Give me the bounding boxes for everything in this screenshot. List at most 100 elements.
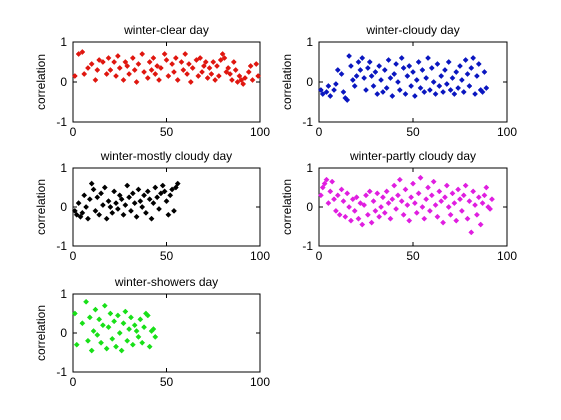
- y-tick-label: -1: [56, 239, 67, 253]
- data-point: [103, 345, 110, 352]
- data-point: [443, 182, 450, 189]
- y-tick-label: 0: [306, 200, 313, 214]
- data-point: [391, 182, 398, 189]
- data-point: [214, 63, 220, 69]
- data-point: [83, 298, 90, 305]
- data-point: [167, 192, 174, 199]
- data-point: [75, 51, 82, 57]
- data-point: [353, 194, 360, 201]
- data-point: [73, 341, 80, 348]
- data-point: [404, 202, 411, 209]
- data-point: [355, 59, 362, 65]
- data-point: [154, 194, 161, 201]
- data-point: [447, 211, 454, 218]
- data-point: [455, 186, 462, 193]
- data-point: [131, 200, 138, 207]
- data-point: [197, 55, 204, 61]
- data-point: [150, 200, 157, 207]
- data-point: [438, 73, 445, 79]
- data-point: [466, 198, 473, 205]
- data-point: [109, 209, 116, 216]
- data-point: [325, 200, 332, 207]
- data-point: [141, 69, 148, 75]
- data-point: [366, 188, 373, 195]
- data-point: [428, 192, 435, 199]
- data-point: [361, 202, 368, 209]
- y-axis-label: correlation: [280, 54, 294, 110]
- data-point: [472, 202, 478, 209]
- data-point: [96, 57, 103, 63]
- x-tick-label: 50: [160, 249, 174, 263]
- data-point: [475, 194, 482, 201]
- data-point: [481, 192, 488, 199]
- data-point: [323, 89, 330, 95]
- data-point: [118, 196, 125, 203]
- data-point: [98, 339, 105, 346]
- data-point: [94, 194, 101, 201]
- data-point: [81, 192, 88, 199]
- data-point: [411, 93, 418, 99]
- data-point: [129, 190, 136, 197]
- data-point: [249, 77, 256, 83]
- data-point: [442, 67, 448, 73]
- data-point: [85, 65, 91, 71]
- data-point: [77, 213, 84, 220]
- data-point: [154, 63, 161, 69]
- data-point: [204, 75, 211, 81]
- data-point: [434, 213, 441, 220]
- data-point: [458, 207, 465, 214]
- data-point: [468, 65, 475, 71]
- data-point: [212, 77, 219, 83]
- data-point: [423, 75, 430, 81]
- data-point: [163, 198, 170, 205]
- data-point: [381, 67, 388, 73]
- x-tick-label: 0: [316, 249, 323, 263]
- data-point: [370, 83, 377, 89]
- data-point: [340, 198, 347, 205]
- data-point: [107, 204, 114, 210]
- data-point: [402, 186, 409, 193]
- data-point: [152, 333, 159, 340]
- data-point: [99, 59, 106, 65]
- data-point: [137, 316, 144, 323]
- data-point: [423, 196, 430, 203]
- subplot-title: winter-cloudy day: [365, 23, 459, 37]
- data-point: [455, 85, 462, 91]
- axes-box: [72, 293, 261, 373]
- y-axis-label: correlation: [34, 54, 48, 110]
- data-point: [349, 77, 356, 83]
- data-point: [180, 67, 187, 73]
- data-point: [169, 186, 176, 193]
- data-point: [378, 204, 384, 210]
- data-point: [129, 341, 136, 348]
- data-point: [94, 331, 101, 338]
- data-point: [477, 221, 484, 228]
- data-point: [470, 55, 477, 61]
- data-point: [338, 71, 345, 77]
- data-point: [73, 211, 80, 218]
- y-tick-label: 1: [60, 161, 67, 175]
- data-point: [379, 194, 386, 201]
- data-point: [472, 91, 478, 97]
- data-point: [432, 202, 439, 209]
- data-point: [133, 213, 140, 220]
- data-point: [364, 65, 371, 71]
- data-point: [116, 65, 123, 71]
- data-point: [182, 51, 189, 57]
- data-point: [379, 89, 386, 95]
- data-point: [139, 339, 146, 346]
- data-point: [131, 67, 138, 73]
- data-point: [103, 71, 110, 77]
- data-point: [240, 81, 247, 87]
- data-point: [157, 190, 164, 197]
- data-point: [481, 69, 488, 75]
- data-point: [156, 205, 162, 212]
- data-point: [139, 51, 146, 57]
- y-axis-label: correlation: [34, 179, 48, 235]
- data-point: [479, 89, 486, 95]
- data-point: [83, 204, 90, 210]
- data-point: [447, 87, 454, 93]
- data-point: [457, 196, 463, 203]
